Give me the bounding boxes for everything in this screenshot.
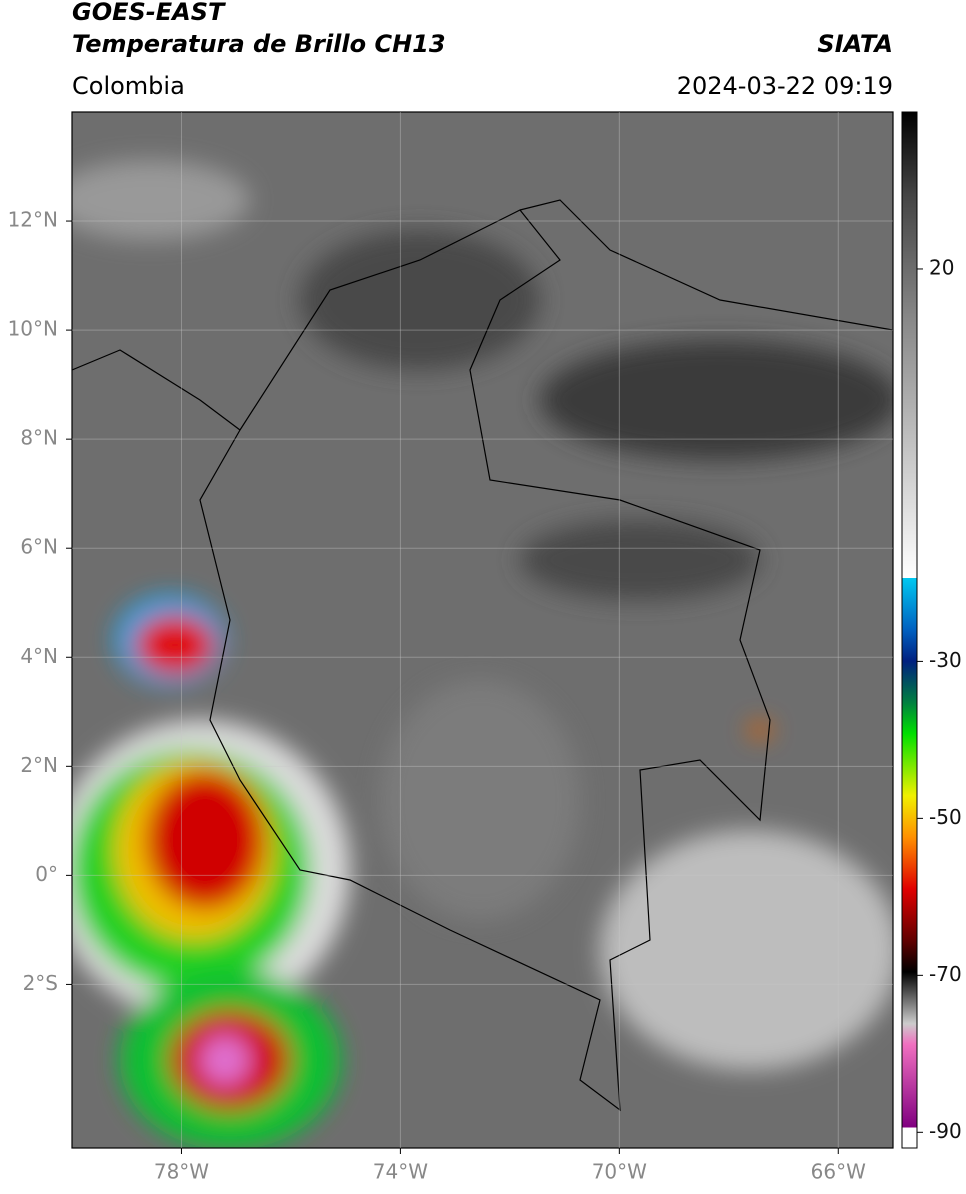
title-line1: GOES-EAST <box>72 0 226 26</box>
colorbar-tick-label: -90 <box>929 1119 962 1143</box>
colorbar-tick-label: -50 <box>929 805 962 829</box>
y-tick-label: 2°N <box>20 753 58 777</box>
source: SIATA <box>817 30 893 58</box>
colorbar-tick-label: 20 <box>929 255 954 279</box>
y-tick-label: 4°N <box>20 644 58 668</box>
y-tick-label: 10°N <box>8 317 58 341</box>
colorbar-tick-label: -70 <box>929 962 962 986</box>
y-tick-label: 6°N <box>20 535 58 559</box>
x-tick-label: 74°W <box>373 1160 428 1184</box>
colorbar <box>901 111 918 1149</box>
y-tick-label: 12°N <box>8 208 58 232</box>
x-tick-label: 78°W <box>154 1160 209 1184</box>
title-line2: Temperatura de Brillo CH13 <box>72 30 446 58</box>
y-tick-label: 2°S <box>23 971 58 995</box>
x-tick-label: 70°W <box>592 1160 647 1184</box>
y-tick-label: 0° <box>35 862 58 886</box>
region: Colombia <box>72 72 185 100</box>
timestamp: 2024-03-22 09:19 <box>677 72 893 100</box>
y-tick-label: 8°N <box>20 426 58 450</box>
satellite-image <box>72 112 893 1148</box>
x-tick-label: 66°W <box>811 1160 866 1184</box>
colorbar-tick-label: -30 <box>929 648 962 672</box>
map-frame <box>71 111 894 1149</box>
